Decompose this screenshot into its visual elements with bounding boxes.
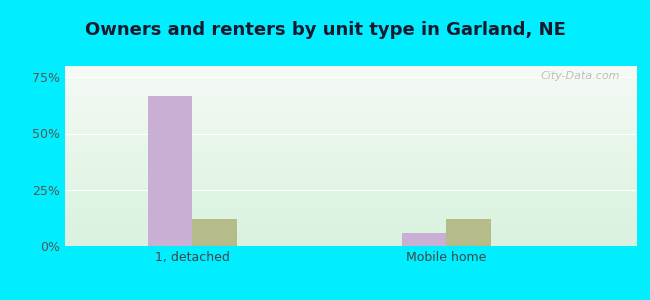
Bar xyxy=(402,233,447,246)
Text: City-Data.com: City-Data.com xyxy=(540,71,620,81)
Text: Owners and renters by unit type in Garland, NE: Owners and renters by unit type in Garla… xyxy=(84,21,566,39)
Legend: Owner occupied units, Renter occupied units: Owner occupied units, Renter occupied un… xyxy=(182,298,520,300)
Bar xyxy=(148,96,192,246)
Bar xyxy=(192,220,237,246)
Bar xyxy=(447,220,491,246)
